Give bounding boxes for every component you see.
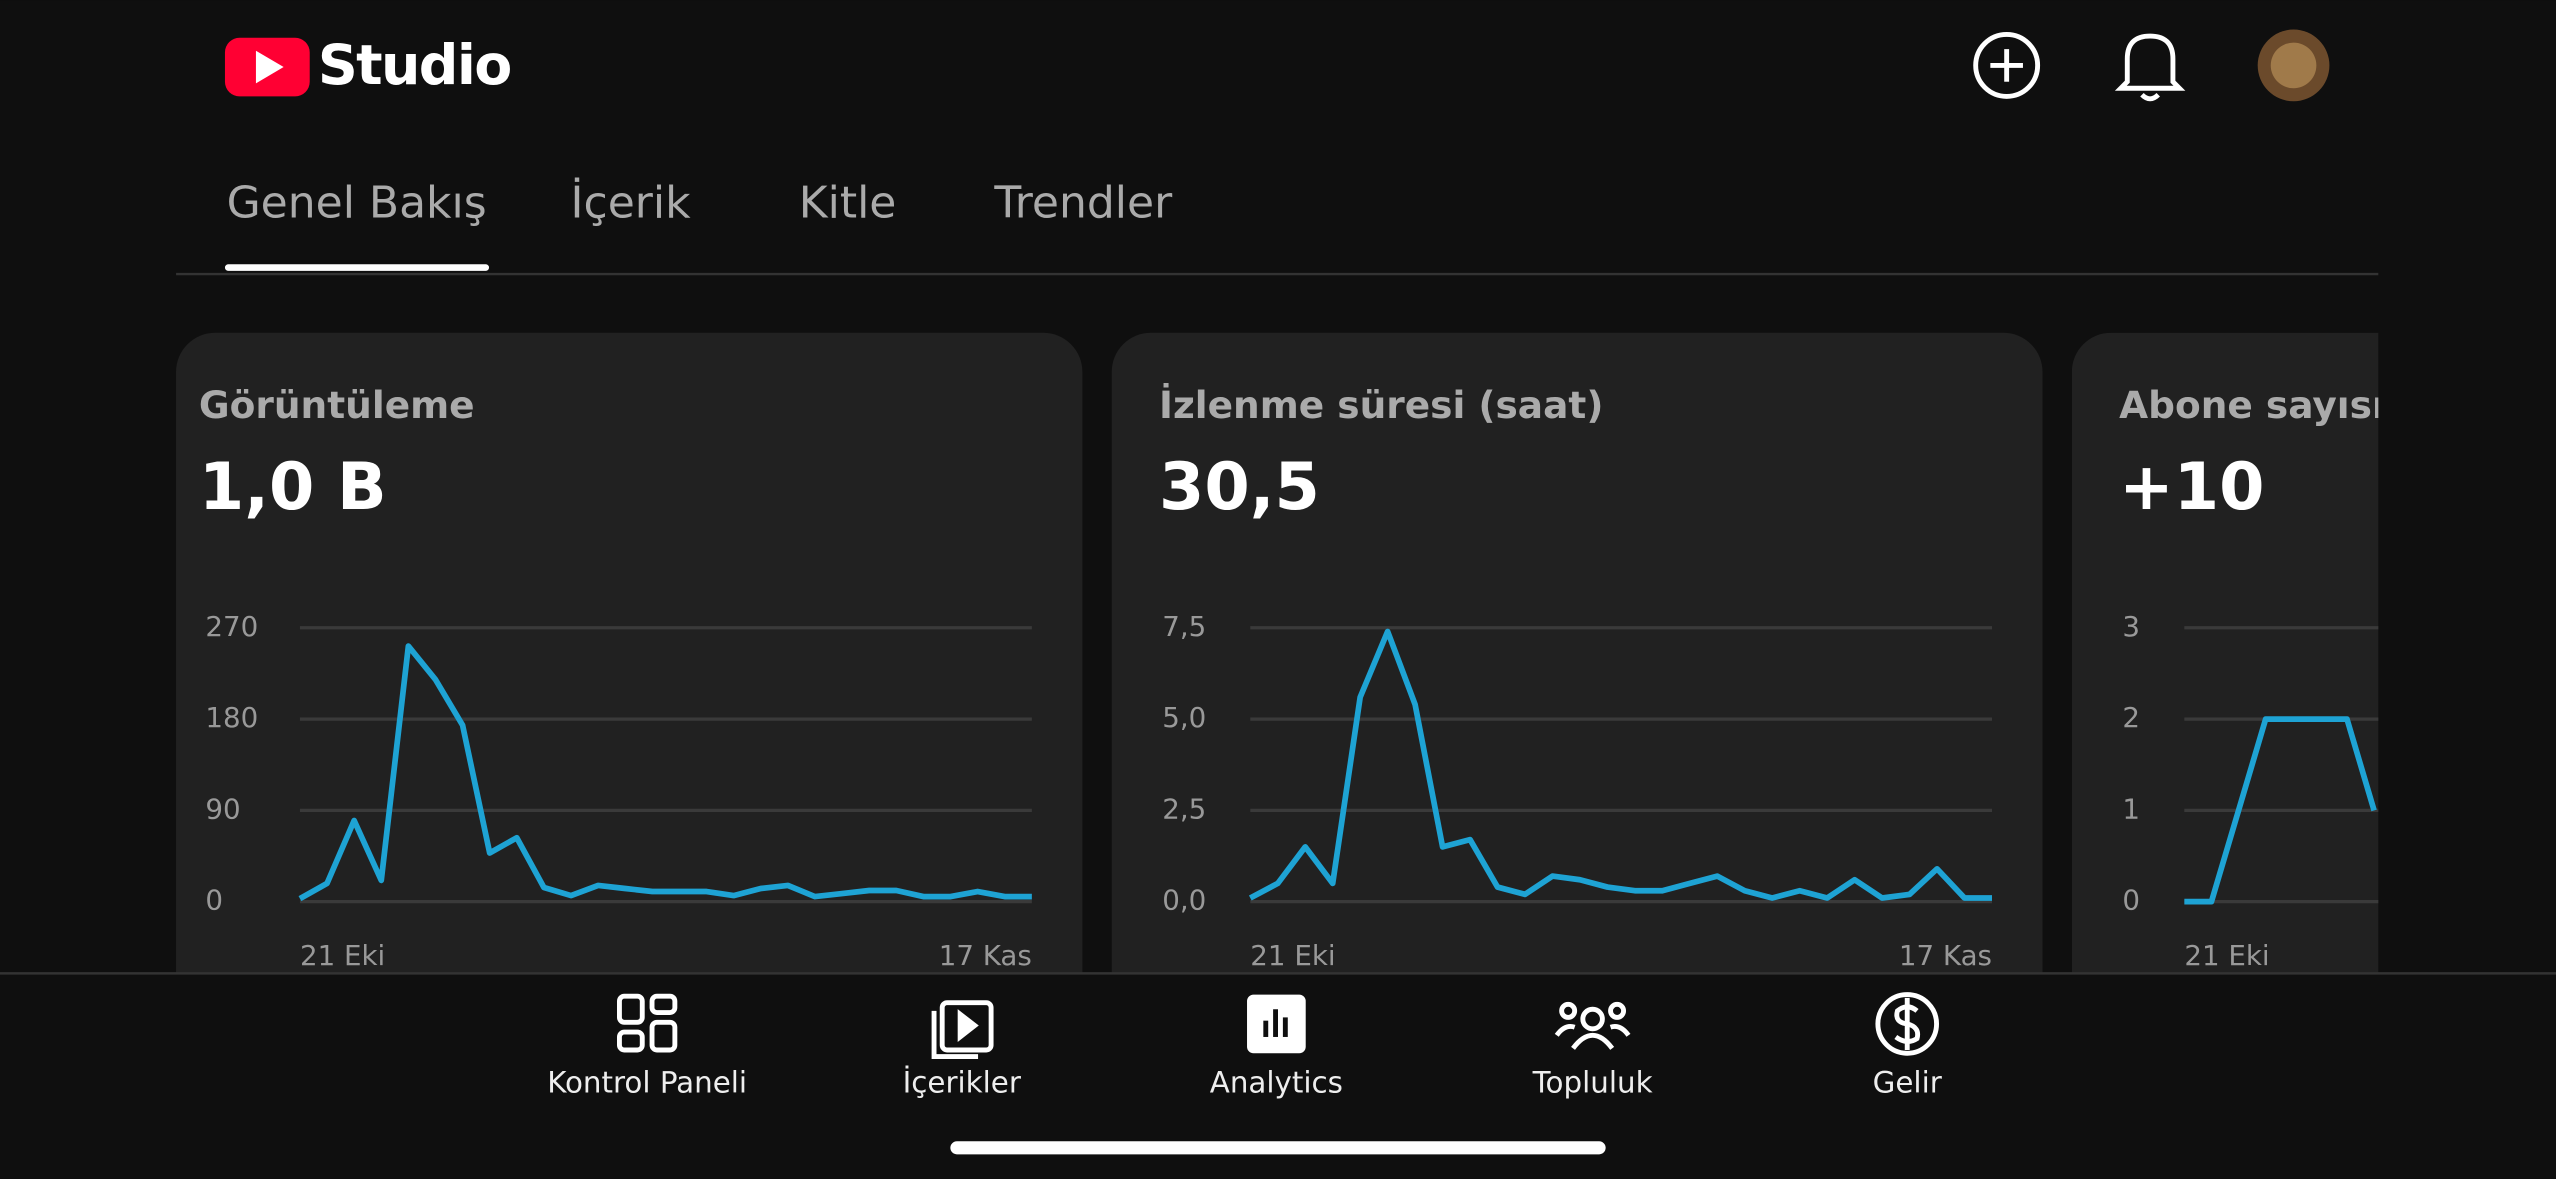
metric-card[interactable]: Görüntüleme 1,0 B 0 90 180 270 21 Eki 17 Kas <box>176 332 1083 1034</box>
y-tick-label: 0 <box>2122 884 2140 917</box>
card-title: Görüntüleme <box>199 383 475 427</box>
y-tick-label: 1 <box>2122 792 2140 825</box>
logo[interactable]: Studio <box>224 34 512 98</box>
card-value: +10 <box>2119 449 2264 525</box>
avatar[interactable] <box>2257 29 2330 102</box>
data-line <box>2184 716 2377 905</box>
x-tick-label: 21 Eki <box>300 939 385 972</box>
active-tab-indicator <box>224 264 490 271</box>
x-tick-label: 21 Eki <box>1250 939 1335 972</box>
y-tick-label: 2,5 <box>1162 792 1206 825</box>
card-title: İzlenme süresi (saat) <box>1159 383 1603 427</box>
logo-play <box>255 50 284 84</box>
tab[interactable]: Trendler <box>993 178 1173 229</box>
y-tick-label: 3 <box>2122 610 2140 643</box>
create-button[interactable] <box>1973 32 2041 99</box>
y-tick-label: 0,0 <box>1162 884 1206 917</box>
nav-label[interactable]: İçerikler <box>903 1065 1022 1100</box>
x-tick-label: 21 Eki <box>2184 939 2269 972</box>
card-value: 1,0 B <box>199 449 387 525</box>
nav-label[interactable]: Analytics <box>1210 1066 1343 1100</box>
y-tick-label: 2 <box>2122 701 2140 734</box>
card-bg <box>2071 332 2379 974</box>
data-line <box>1248 628 1992 901</box>
x-tick-label: 17 Kas <box>939 939 1032 972</box>
card-bg <box>176 332 1083 1034</box>
x-tick-label: 17 Kas <box>1899 939 1992 972</box>
metric-card[interactable]: Abone sayısı +10 0 1 2 3 21 Eki <box>2071 332 2556 1034</box>
card-title: Abone sayısı <box>2119 383 2385 427</box>
card-bg <box>1111 332 2043 1034</box>
nav-icons <box>616 992 1940 1059</box>
y-tick-label: 5,0 <box>1162 701 1206 734</box>
metric-card[interactable]: İzlenme süresi (saat) 30,5 0,0 2,5 5,0 7,5 21 … <box>1111 332 2043 1034</box>
tab[interactable]: Kitle <box>799 178 897 229</box>
home-indicator <box>950 1141 1606 1155</box>
y-tick-label: 90 <box>205 792 240 825</box>
nav-label[interactable]: Gelir <box>1873 1066 1943 1100</box>
data-line <box>298 643 1032 902</box>
y-tick-label: 7,5 <box>1162 610 1206 643</box>
y-tick-label: 270 <box>205 610 258 643</box>
y-tick-label: 180 <box>205 701 258 734</box>
tab[interactable]: İçerik <box>571 177 692 229</box>
nav-label[interactable]: Topluluk <box>1532 1066 1653 1100</box>
card-value: 30,5 <box>1159 449 1320 525</box>
logo-text: Studio <box>318 34 511 98</box>
notifications-button[interactable] <box>2114 33 2186 102</box>
tab[interactable]: Genel Bakış <box>227 178 487 229</box>
nav-label[interactable]: Kontrol Paneli <box>547 1066 747 1100</box>
y-tick-label: 0 <box>205 884 223 917</box>
